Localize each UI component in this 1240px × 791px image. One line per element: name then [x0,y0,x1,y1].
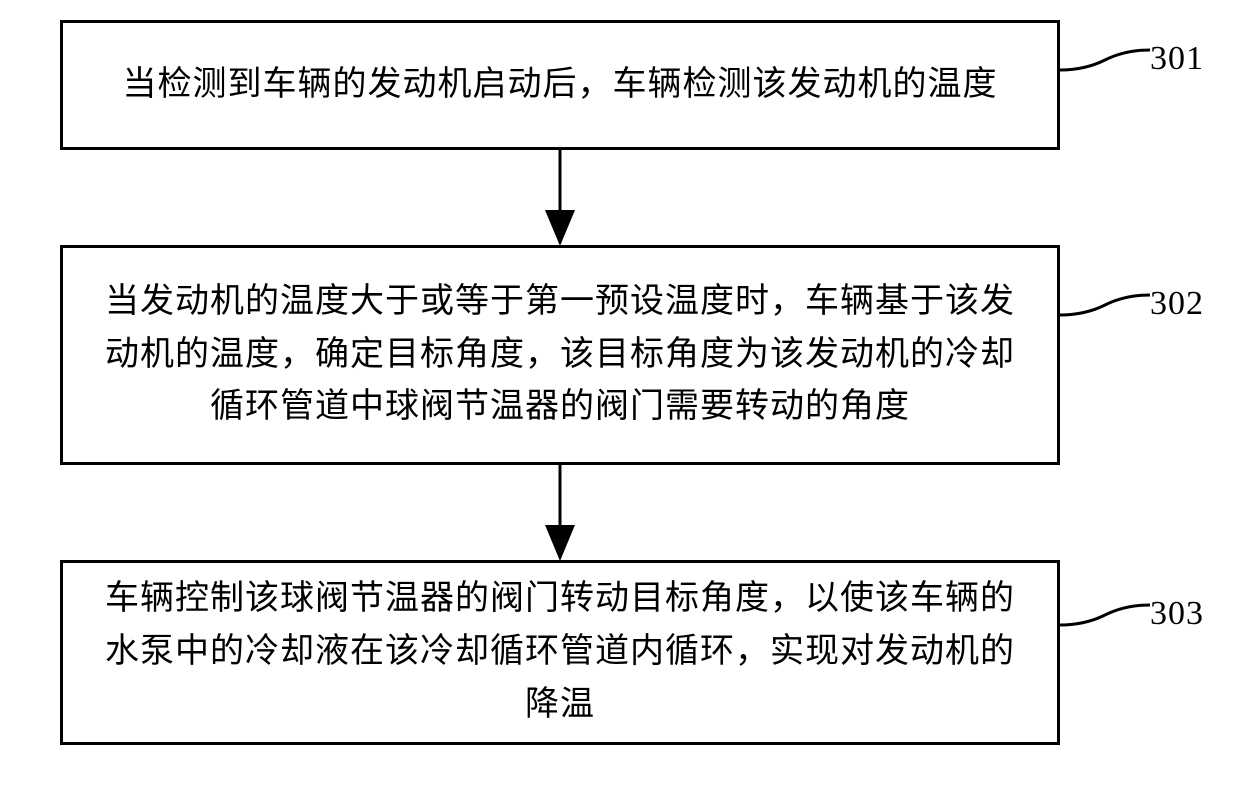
step-label-302: 302 [1150,285,1204,323]
flow-step-1: 当检测到车辆的发动机启动后，车辆检测该发动机的温度 [60,20,1060,150]
flow-step-1-text: 当检测到车辆的发动机启动后，车辆检测该发动机的温度 [123,59,998,112]
flow-step-2-text: 当发动机的温度大于或等于第一预设温度时，车辆基于该发动机的温度，确定目标角度，该… [91,276,1029,434]
step-label-301: 301 [1150,40,1204,78]
step-label-303: 303 [1150,595,1204,633]
flow-step-3-text: 车辆控制该球阀节温器的阀门转动目标角度，以使该车辆的水泵中的冷却液在该冷却循环管… [91,573,1029,731]
flow-step-3: 车辆控制该球阀节温器的阀门转动目标角度，以使该车辆的水泵中的冷却液在该冷却循环管… [60,560,1060,745]
lead-line-301 [1060,48,1120,78]
flowchart-canvas: 当检测到车辆的发动机启动后，车辆检测该发动机的温度 当发动机的温度大于或等于第一… [0,0,1240,791]
flow-step-2: 当发动机的温度大于或等于第一预设温度时，车辆基于该发动机的温度，确定目标角度，该… [60,245,1060,465]
lead-line-302 [1060,293,1120,323]
lead-line-303 [1060,603,1120,633]
